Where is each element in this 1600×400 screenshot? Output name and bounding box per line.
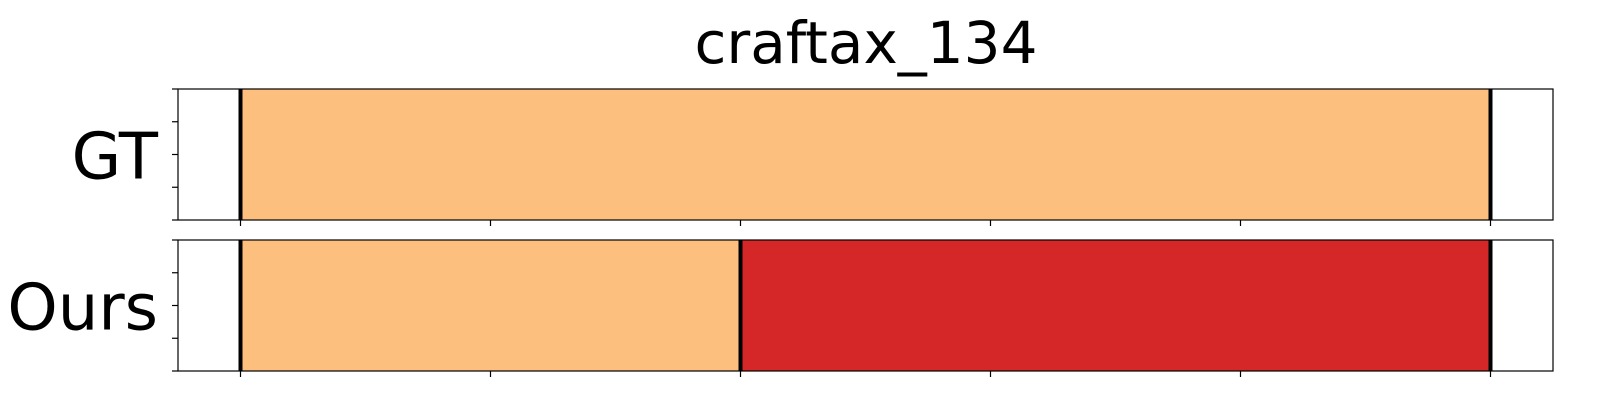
chart-rows: GT Ours xyxy=(7,88,1554,377)
row-gt: GT xyxy=(72,88,1554,226)
row-ours: Ours xyxy=(7,239,1554,377)
segment-gt-1 xyxy=(240,89,1491,220)
segment-ours-1 xyxy=(240,240,741,371)
chart-title: craftax_134 xyxy=(695,9,1038,77)
row-label-gt: GT xyxy=(72,121,159,195)
row-label-ours: Ours xyxy=(7,272,158,346)
segment-ours-2 xyxy=(740,240,1491,371)
